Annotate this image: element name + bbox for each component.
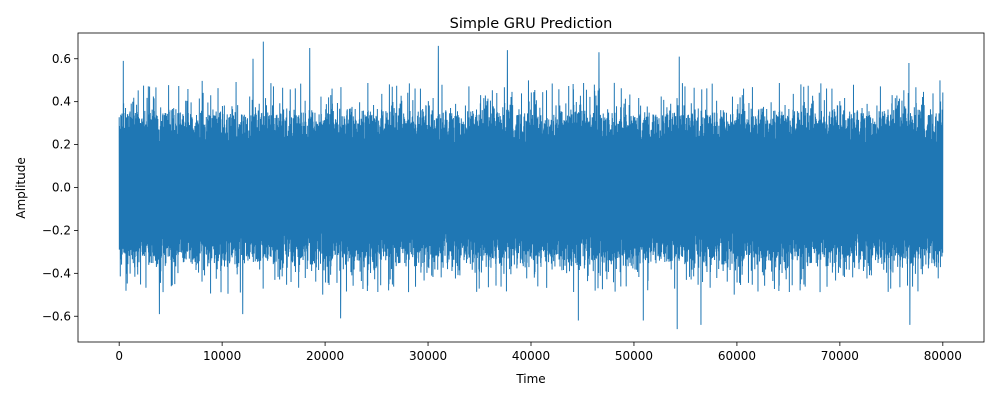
x-tick-label: 10000 (203, 349, 241, 363)
y-axis: −0.6 −0.4 −0.2 0.0 0.2 0.4 0.6 (42, 52, 78, 323)
plot-area (118, 41, 944, 330)
y-tick-label: 0.0 (52, 181, 71, 195)
x-tick-label: 30000 (409, 349, 447, 363)
series-line (118, 41, 944, 330)
chart-title: Simple GRU Prediction (450, 16, 613, 32)
y-tick-label: 0.4 (52, 95, 71, 109)
x-tick-label: 40000 (512, 349, 550, 363)
y-axis-label: Amplitude (14, 157, 28, 219)
x-tick-label: 0 (115, 349, 123, 363)
x-tick-label: 70000 (821, 349, 859, 363)
y-tick-label: 0.6 (52, 52, 71, 66)
x-axis: 0 10000 20000 30000 40000 50000 60000 70000 8000… (115, 342, 962, 363)
x-tick-label: 50000 (615, 349, 653, 363)
x-tick-label: 20000 (306, 349, 344, 363)
y-tick-label: −0.2 (42, 223, 71, 237)
x-tick-label: 60000 (718, 349, 756, 363)
x-tick-label: 80000 (924, 349, 962, 363)
y-tick-label: −0.6 (42, 309, 71, 323)
x-axis-label: Time (515, 372, 545, 386)
y-tick-label: −0.4 (42, 266, 71, 280)
y-tick-label: 0.2 (52, 138, 71, 152)
